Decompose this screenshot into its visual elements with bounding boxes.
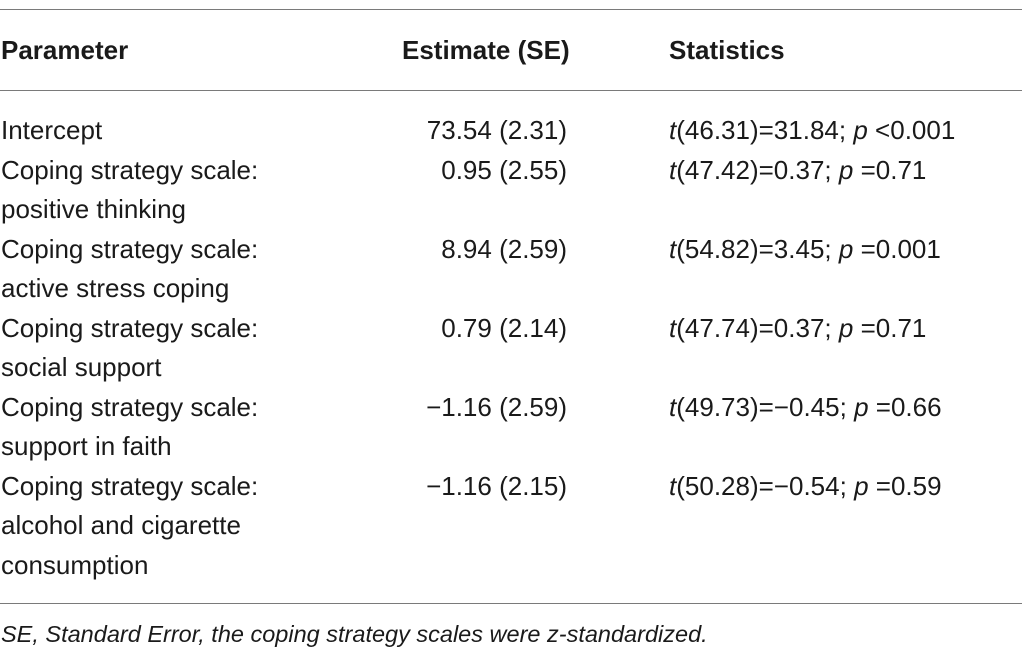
- cell-estimate: −1.16 (2.15): [426, 470, 567, 501]
- t-value: =−0.54;: [758, 470, 847, 501]
- cell-estimate: 8.94 (2.59): [441, 233, 567, 264]
- parameter-line: Intercept: [1, 115, 103, 145]
- p-value: =0.71: [860, 154, 927, 185]
- cell-statistics: t(47.42)=0.37; p =0.71: [669, 151, 926, 191]
- t-value: =31.84;: [758, 115, 847, 145]
- parameter-line: positive thinking: [1, 194, 186, 224]
- t-value: =0.37;: [758, 312, 832, 343]
- cell-statistics: t(50.28)=−0.54; p =0.59: [669, 467, 942, 507]
- cell-statistics: t(47.74)=0.37; p =0.71: [669, 309, 926, 349]
- t-df: (46.31): [676, 115, 759, 145]
- table-bottom-rule: [0, 603, 1022, 604]
- cell-parameter: Coping strategy scale: active stress cop…: [0, 230, 331, 309]
- t-df: (49.73): [676, 391, 759, 422]
- table-row: Coping strategy scale: social support 0.…: [0, 309, 1022, 388]
- p-symbol: p: [838, 312, 854, 343]
- table-row: Coping strategy scale: support in faith …: [0, 388, 1022, 467]
- cell-parameter: Coping strategy scale: support in faith: [0, 388, 331, 467]
- t-symbol: t: [669, 312, 677, 343]
- header-estimate: Estimate (SE): [402, 35, 570, 65]
- p-symbol: p: [838, 233, 854, 264]
- table-header-rule: [0, 90, 1022, 91]
- parameter-line: Coping strategy scale:: [1, 312, 259, 343]
- p-value: <0.001: [875, 115, 956, 145]
- p-value: =0.59: [875, 470, 942, 501]
- cell-estimate: 0.95 (2.55): [441, 154, 567, 185]
- cell-estimate: −1.16 (2.59): [426, 391, 567, 422]
- cell-statistics: t(49.73)=−0.45; p =0.66: [669, 388, 942, 428]
- header-statistics: Statistics: [669, 35, 785, 65]
- parameter-line: social support: [1, 352, 162, 382]
- t-symbol: t: [669, 391, 677, 422]
- cell-statistics: t(54.82)=3.45; p =0.001: [669, 230, 941, 270]
- p-value: =0.001: [860, 233, 941, 264]
- p-value: =0.71: [860, 312, 927, 343]
- table-top-rule: [0, 9, 1022, 10]
- parameter-line: consumption: [1, 549, 149, 580]
- t-df: (54.82): [676, 233, 759, 264]
- table-row: Coping strategy scale: positive thinking…: [0, 151, 1022, 230]
- t-df: (47.42): [676, 154, 759, 185]
- p-symbol: p: [853, 115, 868, 145]
- table-row: Intercept 73.54 (2.31) t(46.31)=31.84; p…: [0, 111, 1022, 151]
- cell-parameter: Coping strategy scale: alcohol and cigar…: [0, 467, 331, 586]
- t-df: (47.74): [676, 312, 759, 343]
- p-symbol: p: [854, 391, 869, 422]
- t-symbol: t: [669, 470, 677, 501]
- p-symbol: p: [838, 154, 854, 185]
- parameter-line: Coping strategy scale:: [1, 233, 259, 264]
- cell-statistics: t(46.31)=31.84; p <0.001: [669, 111, 955, 151]
- cell-estimate: 73.54 (2.31): [426, 115, 567, 145]
- cell-parameter: Coping strategy scale: positive thinking: [0, 151, 331, 230]
- p-symbol: p: [854, 470, 869, 501]
- parameter-line: alcohol and cigarette: [1, 510, 241, 540]
- t-symbol: t: [669, 115, 677, 145]
- header-parameter: Parameter: [1, 35, 129, 65]
- t-value: =3.45;: [758, 233, 832, 264]
- parameter-line: support in faith: [1, 431, 172, 461]
- table-footnote: SE, Standard Error, the coping strategy …: [1, 621, 708, 647]
- cell-parameter: Coping strategy scale: social support: [0, 309, 331, 388]
- cell-parameter: Intercept: [0, 111, 331, 151]
- table-body: Intercept 73.54 (2.31) t(46.31)=31.84; p…: [0, 111, 1022, 585]
- t-symbol: t: [669, 233, 677, 264]
- cell-estimate: 0.79 (2.14): [441, 312, 567, 343]
- t-value: =0.37;: [758, 154, 832, 185]
- p-value: =0.66: [875, 391, 942, 422]
- parameter-line: active stress coping: [1, 273, 230, 303]
- t-value: =−0.45;: [758, 391, 847, 422]
- t-df: (50.28): [676, 470, 759, 501]
- table-row: Coping strategy scale: active stress cop…: [0, 230, 1022, 309]
- parameter-line: Coping strategy scale:: [1, 391, 259, 422]
- t-symbol: t: [669, 154, 677, 185]
- parameter-line: Coping strategy scale:: [1, 154, 259, 185]
- table-row: Coping strategy scale: alcohol and cigar…: [0, 467, 1022, 586]
- parameter-line: Coping strategy scale:: [1, 470, 259, 501]
